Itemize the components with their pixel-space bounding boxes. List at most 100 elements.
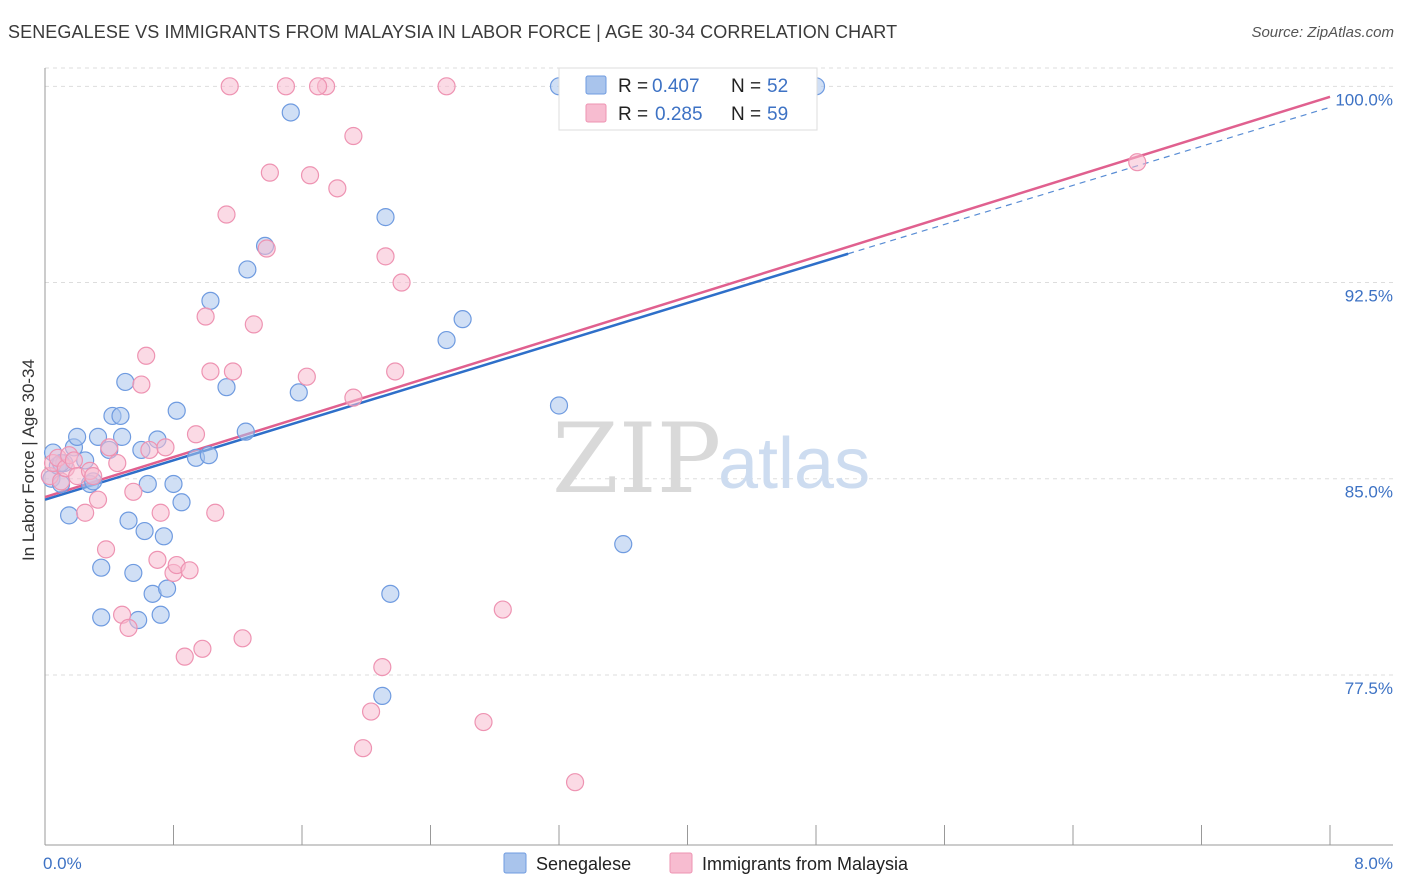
- senegalese-point: [59, 506, 79, 525]
- malaysia-point: [196, 307, 215, 326]
- y-tick-label: 100.0%: [1335, 90, 1393, 109]
- senegalese-trend-line: [44, 252, 849, 501]
- malaysia-point: [76, 503, 95, 522]
- malaysia-point: [260, 163, 279, 182]
- malaysia-point: [361, 702, 381, 721]
- malaysia-point: [565, 773, 585, 792]
- malaysia-point: [223, 362, 243, 381]
- bottom-legend-malaysia: Immigrants from Malaysia: [702, 854, 909, 874]
- senegalese-point: [154, 527, 173, 546]
- malaysia-point: [328, 179, 347, 198]
- senegalese-point: [68, 427, 87, 446]
- malaysia-point: [373, 658, 392, 677]
- malaysia-point: [148, 550, 167, 569]
- legend-r-label: R =: [618, 76, 648, 97]
- malaysia-point: [96, 540, 116, 559]
- malaysia-point: [376, 247, 395, 266]
- senegalese-point: [112, 427, 132, 446]
- senegalese-point: [217, 378, 236, 397]
- malaysia-point: [84, 467, 103, 486]
- senegalese-point: [164, 474, 183, 494]
- malaysia-point: [257, 239, 276, 258]
- malaysia-point: [156, 438, 175, 457]
- legend-box: R = 0.407 N = 52 R = 0.285 N = 59: [558, 67, 818, 131]
- senegalese-point: [172, 493, 191, 512]
- malaysia-point: [151, 503, 170, 522]
- malaysia-point: [493, 600, 512, 619]
- senegalese-point: [381, 584, 400, 603]
- senegalese-point: [119, 511, 138, 530]
- malaysia-point: [201, 362, 220, 381]
- senegalese-point: [614, 535, 633, 554]
- y-tick-label: 77.5%: [1345, 679, 1393, 698]
- legend-r-label: R =: [618, 104, 648, 125]
- senegalese-point: [151, 605, 170, 624]
- malaysia-point: [244, 315, 263, 334]
- malaysia-point: [1128, 153, 1147, 172]
- malaysia-point: [353, 739, 373, 758]
- x-tick-label-min: 0.0%: [43, 854, 82, 873]
- bottom-legend: Senegalese Immigrants from Malaysia: [503, 852, 909, 874]
- malaysia-point: [300, 166, 320, 185]
- senegalese-point: [167, 401, 186, 420]
- senegalese-trend-extension: [847, 106, 1331, 255]
- malaysia-point: [175, 647, 194, 666]
- axis-layer: 100.0% 92.5% 85.0% 77.5%: [44, 68, 1393, 846]
- y-tick-label: 92.5%: [1345, 287, 1393, 306]
- bottom-legend-swatch-senegalese: [503, 852, 527, 874]
- senegalese-point: [376, 208, 395, 227]
- legend-n-value-malaysia: 59: [767, 104, 788, 125]
- bottom-legend-senegalese: Senegalese: [536, 854, 631, 874]
- senegalese-point: [238, 260, 257, 279]
- bottom-legend-swatch-malaysia: [669, 852, 693, 874]
- malaysia-point: [344, 388, 363, 407]
- malaysia-point: [100, 438, 119, 457]
- malaysia-point: [233, 629, 252, 648]
- malaysia-point: [193, 639, 212, 658]
- senegalese-point: [116, 372, 135, 392]
- senegalese-point: [453, 310, 472, 329]
- malaysia-point: [124, 482, 143, 501]
- y-axis-label: In Labor Force | Age 30-34: [19, 359, 38, 561]
- senegalese-point: [289, 383, 308, 402]
- malaysia-point: [64, 451, 84, 470]
- legend-n-label: N =: [731, 104, 761, 125]
- senegalese-point: [373, 686, 392, 705]
- malaysia-point: [308, 77, 328, 96]
- watermark-atlas: atlas: [718, 424, 870, 504]
- malaysia-point: [276, 77, 296, 96]
- senegalese-point: [549, 396, 569, 415]
- malaysia-point: [437, 77, 456, 96]
- malaysia-point: [344, 126, 363, 146]
- watermark-zip: ZIP: [552, 403, 721, 515]
- legend-r-value-senegalese: 0.407: [652, 76, 700, 97]
- legend-swatch-senegalese: [585, 75, 607, 95]
- trend-layer: [44, 95, 1331, 501]
- malaysia-point: [119, 618, 138, 637]
- malaysia-point: [392, 273, 411, 292]
- malaysia-point: [88, 490, 108, 509]
- malaysia-point: [217, 205, 236, 224]
- senegalese-point: [201, 291, 220, 310]
- malaysia-point: [206, 503, 225, 522]
- legend-r-value-malaysia: 0.285: [655, 104, 703, 125]
- senegalese-point: [199, 446, 218, 465]
- malaysia-point: [140, 440, 159, 460]
- senegalese-point: [157, 579, 177, 598]
- malaysia-point: [180, 561, 199, 580]
- senegalese-point: [88, 427, 108, 446]
- points-layer: [40, 77, 1147, 792]
- legend-n-value-senegalese: 52: [767, 76, 788, 97]
- senegalese-point: [92, 558, 111, 577]
- malaysia-trend-line: [44, 95, 1331, 499]
- senegalese-point: [281, 103, 300, 122]
- senegalese-point: [111, 406, 130, 426]
- malaysia-point: [132, 375, 151, 394]
- watermark: ZIP atlas: [552, 403, 870, 515]
- malaysia-point: [386, 362, 405, 381]
- senegalese-point: [124, 563, 143, 583]
- malaysia-point: [297, 367, 316, 386]
- malaysia-point: [186, 425, 206, 444]
- malaysia-point: [474, 712, 493, 732]
